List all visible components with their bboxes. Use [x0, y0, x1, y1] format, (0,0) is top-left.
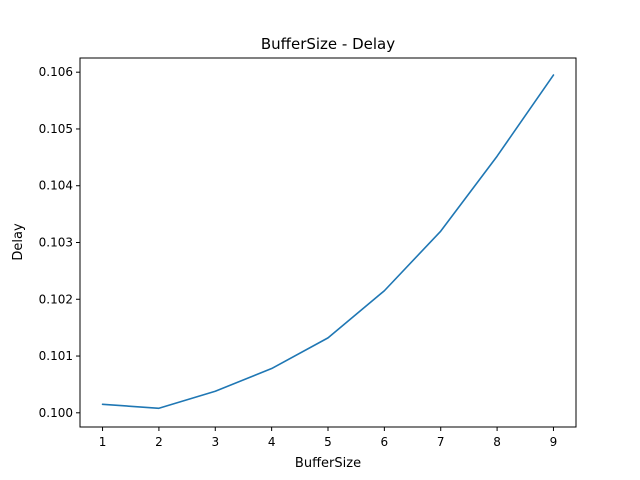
x-axis-ticks: 1 2 3 4 5 6 7 8 9	[99, 427, 558, 449]
x-axis-label: BufferSize	[295, 456, 361, 471]
y-axis-label: Delay	[11, 223, 26, 261]
x-tick-label: 7	[437, 435, 445, 449]
y-tick-label: 0.104	[39, 179, 73, 193]
x-tick-label: 4	[268, 435, 276, 449]
x-tick-label: 2	[155, 435, 163, 449]
x-tick-label: 6	[381, 435, 389, 449]
series-line	[101, 74, 555, 410]
x-tick-label: 9	[550, 435, 558, 449]
chart-title: BufferSize - Delay	[261, 35, 395, 53]
x-tick-label: 5	[324, 435, 332, 449]
y-tick-label: 0.106	[39, 65, 73, 79]
y-tick-label: 0.101	[39, 349, 73, 363]
x-tick-label: 1	[99, 435, 107, 449]
y-tick-label: 0.102	[39, 292, 73, 306]
plot-frame	[79, 57, 577, 428]
y-axis-ticks: 0.100 0.101 0.102 0.103 0.104 0.105 0.106	[39, 65, 80, 420]
x-tick-label: 8	[493, 435, 501, 449]
y-tick-label: 0.103	[39, 236, 73, 250]
series-group	[101, 74, 555, 410]
y-tick-label: 0.105	[39, 122, 73, 136]
x-tick-label: 3	[211, 435, 219, 449]
y-tick-label: 0.100	[39, 406, 73, 420]
